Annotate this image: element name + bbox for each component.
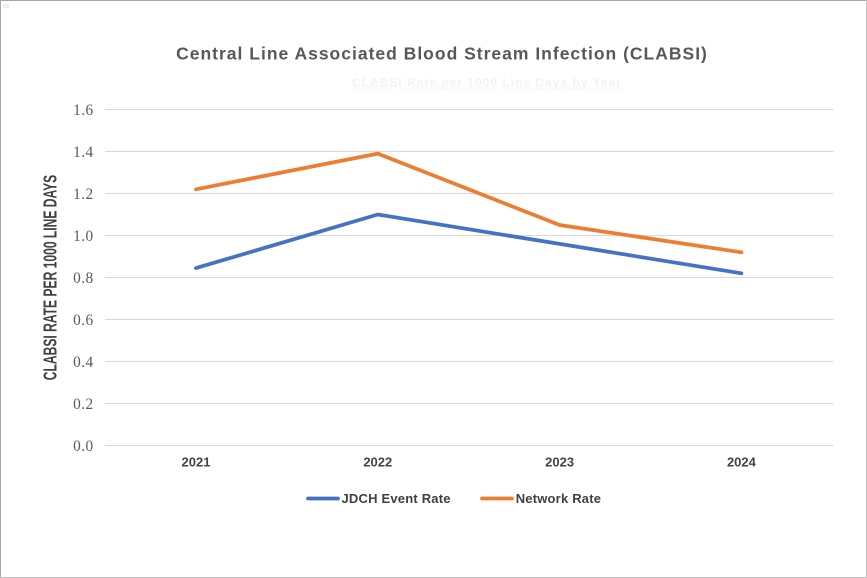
svg-text:2022: 2022 [363, 455, 392, 470]
svg-text:1.0: 1.0 [73, 228, 93, 245]
svg-text:CLABSI RATE PER 1000 LINE DAYS: CLABSI RATE PER 1000 LINE DAYS [41, 175, 61, 381]
svg-text:1.6: 1.6 [73, 102, 93, 119]
svg-text:0.2: 0.2 [73, 396, 93, 413]
svg-text:0.6: 0.6 [73, 312, 93, 329]
svg-text:1.4: 1.4 [73, 144, 93, 161]
svg-text:Central Line Associated Blood: Central Line Associated Blood Stream Inf… [176, 44, 708, 64]
svg-text:2021: 2021 [182, 455, 211, 470]
svg-text:JDCH Event Rate: JDCH Event Rate [342, 491, 451, 506]
svg-text:2023: 2023 [545, 455, 574, 470]
svg-text:0.0: 0.0 [73, 438, 93, 455]
svg-text:Network Rate: Network Rate [516, 491, 601, 506]
svg-text:0.8: 0.8 [73, 270, 93, 287]
svg-text:0.4: 0.4 [73, 354, 93, 371]
svg-text:JDCH PICU CVL Event Rate compa: JDCH PICU CVL Event Rate compared to nat… [352, 86, 622, 93]
svg-text:1.2: 1.2 [73, 186, 93, 203]
svg-text:CLABSI Rate per 1000 Line Days: CLABSI Rate per 1000 Line Days by Year [352, 76, 622, 90]
svg-text:2024: 2024 [727, 455, 757, 470]
